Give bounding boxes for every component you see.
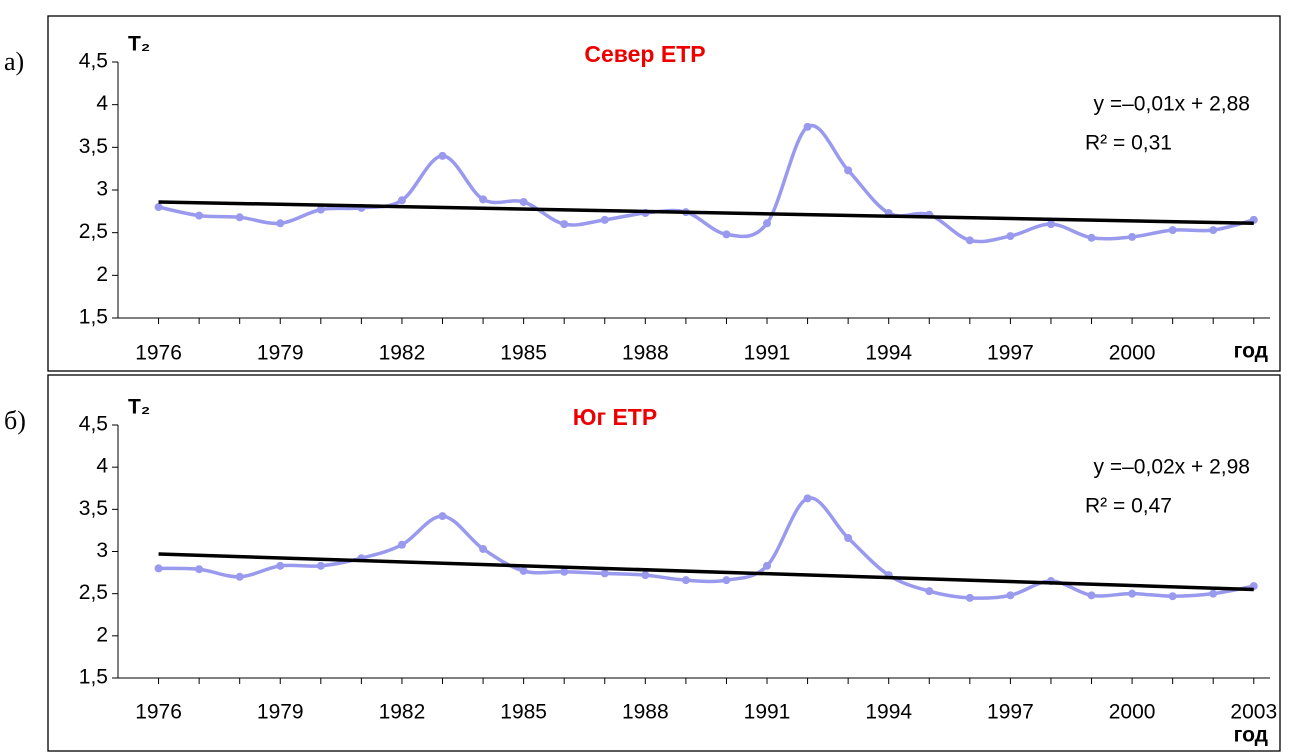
y-tick-label: 3,5: [79, 135, 108, 158]
data-point: [1168, 592, 1177, 601]
y-tick-label: 4,5: [79, 413, 108, 436]
x-tick-label: 1997: [987, 701, 1034, 724]
data-line: [158, 496, 1255, 600]
trend-line: [158, 552, 1254, 592]
x-tick-label: 1976: [135, 701, 182, 724]
data-point: [844, 166, 853, 175]
data-point: [560, 567, 569, 576]
data-point: [965, 236, 974, 245]
y-tick-label: 3,5: [79, 497, 108, 520]
x-tick-label: 1979: [257, 701, 304, 724]
x-tick-label: 1991: [744, 342, 791, 365]
data-point: [154, 564, 163, 573]
x-tick-label: 1997: [987, 342, 1034, 365]
x-tick-label: 1994: [865, 342, 912, 365]
frame: [47, 15, 1281, 372]
x-tick-label: 2003: [1230, 701, 1277, 724]
data-point: [803, 494, 812, 503]
x-tick-label: 1979: [257, 342, 304, 365]
data-point: [1209, 589, 1218, 598]
data-point: [479, 544, 488, 553]
y-axis-label: T₂: [128, 396, 150, 419]
chart-title: Юг ETP: [573, 404, 657, 430]
data-point: [1006, 232, 1015, 241]
data-point: [641, 571, 650, 580]
y-tick-label: 2: [96, 263, 108, 286]
x-tick-label: 1988: [622, 342, 669, 365]
r-squared: R² = 0,47: [1085, 495, 1172, 518]
data-point: [276, 219, 285, 228]
data-point: [519, 197, 528, 206]
data-point: [763, 219, 772, 228]
y-tick-label: 3: [96, 178, 108, 201]
x-tick-label: 1991: [744, 701, 791, 724]
data-point: [600, 569, 609, 578]
data-point: [722, 230, 731, 239]
data-point: [316, 205, 325, 214]
y-tick-label: 4: [96, 92, 108, 115]
trend-line: [158, 200, 1254, 226]
x-tick-label: 1982: [379, 342, 426, 365]
panel-label: б): [4, 406, 26, 435]
data-point: [681, 576, 690, 585]
data-line: [158, 123, 1255, 244]
x-tick-label: 1982: [379, 701, 426, 724]
data-point: [235, 572, 244, 581]
data-point: [1168, 226, 1177, 235]
data-point: [397, 196, 406, 205]
y-axis-label: T₂: [128, 33, 150, 56]
y-tick-label: 2,5: [79, 581, 108, 604]
data-point: [519, 566, 528, 575]
data-point: [803, 122, 812, 131]
data-point: [1046, 220, 1055, 229]
data-point: [965, 593, 974, 602]
data-point: [1128, 589, 1137, 598]
x-axis-label: год: [1234, 340, 1268, 363]
y-tick-label: 4,5: [79, 50, 108, 73]
data-point: [276, 561, 285, 570]
data-point: [438, 151, 447, 160]
data-point: [1087, 591, 1096, 600]
trend-equation: y =–0,01x + 2,88: [1094, 93, 1250, 116]
data-point: [844, 534, 853, 543]
data-point: [195, 565, 204, 574]
data-point: [397, 540, 406, 549]
x-tick-label: 2000: [1109, 342, 1156, 365]
data-point: [925, 587, 934, 596]
y-tick-label: 2,5: [79, 220, 108, 243]
data-point: [438, 512, 447, 521]
x-tick-label: 1985: [500, 701, 547, 724]
data-point: [479, 195, 488, 204]
data-point: [1006, 591, 1015, 600]
y-tick-label: 2: [96, 623, 108, 646]
data-point: [560, 220, 569, 229]
x-tick-label: 1994: [865, 701, 912, 724]
x-tick-label: 1985: [500, 342, 547, 365]
data-point: [763, 561, 772, 570]
data-point: [235, 213, 244, 222]
data-point: [316, 561, 325, 570]
data-point: [1128, 232, 1137, 241]
y-tick-label: 4: [96, 455, 108, 478]
chart-title: Север ETP: [584, 41, 705, 67]
y-tick-label: 1,5: [79, 666, 108, 689]
x-tick-label: 1988: [622, 701, 669, 724]
data-point: [722, 576, 731, 585]
x-axis-label: год: [1234, 724, 1268, 747]
data-point: [1087, 233, 1096, 242]
trend-equation: y =–0,02x + 2,98: [1094, 456, 1250, 479]
data-point: [154, 203, 163, 212]
y-tick-label: 3: [96, 539, 108, 562]
y-tick-label: 1,5: [79, 306, 108, 329]
x-tick-label: 1976: [135, 342, 182, 365]
data-point: [600, 215, 609, 224]
frame: [47, 374, 1281, 752]
data-point: [195, 211, 204, 220]
data-point: [1209, 226, 1218, 235]
r-squared: R² = 0,31: [1085, 132, 1172, 155]
x-tick-label: 2000: [1109, 701, 1156, 724]
panel-label: а): [4, 47, 24, 76]
